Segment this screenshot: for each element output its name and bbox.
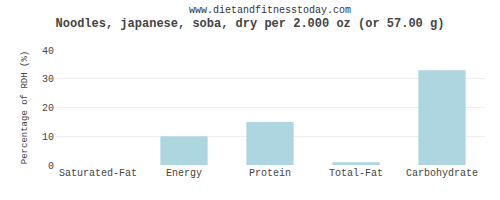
svg-text:Total-Fat: Total-Fat — [329, 168, 383, 179]
svg-text:0: 0 — [48, 161, 54, 172]
svg-text:Saturated-Fat: Saturated-Fat — [59, 168, 137, 179]
svg-text:30: 30 — [42, 74, 54, 85]
svg-text:Energy: Energy — [166, 168, 202, 179]
svg-text:20: 20 — [42, 103, 54, 114]
svg-text:www.dietandfitnesstoday.com: www.dietandfitnesstoday.com — [189, 5, 351, 16]
svg-text:Protein: Protein — [249, 168, 291, 179]
svg-text:Noodles, japanese, soba, dry p: Noodles, japanese, soba, dry per 2.000 o… — [56, 17, 445, 31]
svg-text:40: 40 — [42, 46, 54, 57]
svg-text:Carbohydrate: Carbohydrate — [406, 168, 478, 179]
svg-text:Percentage of RDH (%): Percentage of RDH (%) — [20, 51, 30, 164]
svg-text:10: 10 — [42, 132, 54, 143]
